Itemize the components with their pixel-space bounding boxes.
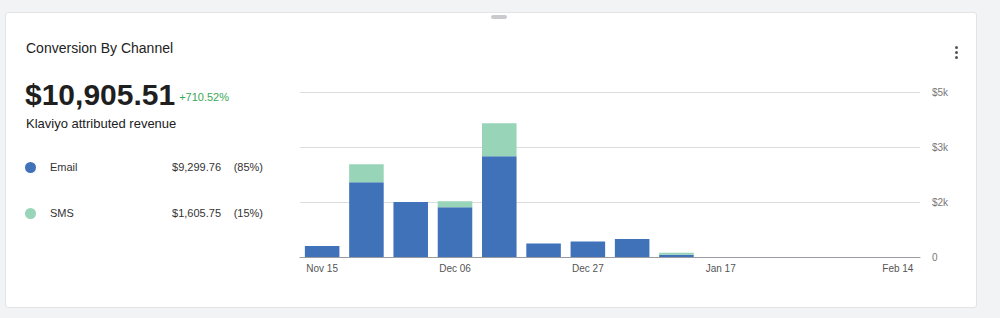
- html-text:$10,905.51: $10,905.51: [25, 78, 176, 111]
- svg-text:Dec 06: Dec 06: [439, 263, 471, 274]
- html-text:(85%): (85%): [233, 161, 263, 173]
- html-text:(15%): (15%): [233, 207, 263, 219]
- html-text:SMS: SMS: [50, 207, 74, 219]
- svg-text:0: 0: [932, 252, 938, 263]
- html-text:+710.52%: +710.52%: [179, 91, 229, 103]
- html-text:$1,605.75: $1,605.75: [172, 207, 221, 219]
- html-text:$9,299.76: $9,299.76: [172, 161, 221, 173]
- html-text:Conversion By Channel: Conversion By Channel: [26, 40, 174, 56]
- svg-text:Jan 17: Jan 17: [706, 263, 736, 274]
- svg-text:Nov 15: Nov 15: [306, 263, 338, 274]
- svg-text:$3k: $3k: [932, 142, 949, 153]
- html-text:Klaviyo attributed revenue: Klaviyo attributed revenue: [26, 116, 177, 131]
- svg-text:$5k: $5k: [932, 87, 949, 98]
- svg-text:$2k: $2k: [932, 197, 949, 208]
- svg-text:Dec 27: Dec 27: [572, 263, 604, 274]
- html-text:Email: Email: [50, 161, 78, 173]
- svg-text:Feb 14: Feb 14: [882, 263, 914, 274]
